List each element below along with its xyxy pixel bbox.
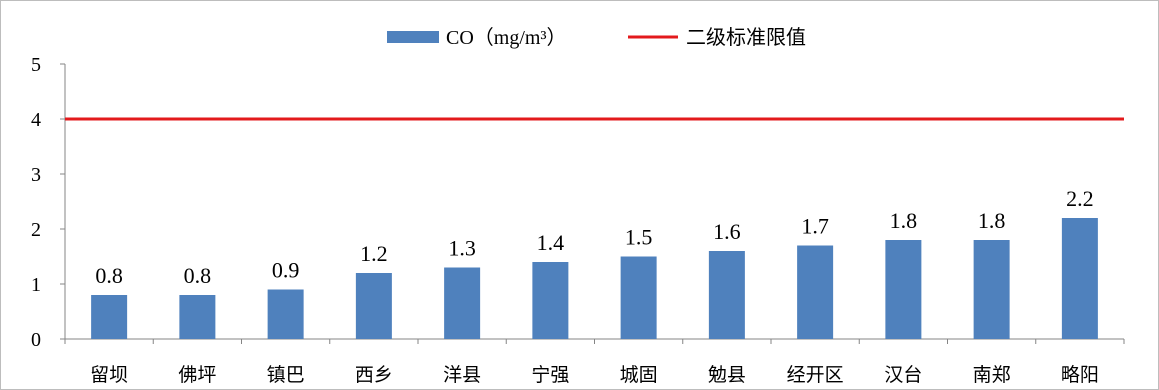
y-tick-label: 1 xyxy=(31,274,41,296)
x-tick-label: 镇巴 xyxy=(267,364,305,386)
x-tick-label: 留坝 xyxy=(90,364,128,386)
y-tick-label: 2 xyxy=(31,219,41,241)
bar xyxy=(267,289,304,339)
y-axis: 0 1 2 3 4 5 xyxy=(31,54,66,351)
data-label: 1.6 xyxy=(713,219,741,244)
x-tick-label: 南郑 xyxy=(973,364,1011,386)
data-label: 1.5 xyxy=(625,225,653,250)
data-label: 0.9 xyxy=(272,258,300,283)
bar xyxy=(708,251,745,339)
bar xyxy=(973,240,1010,339)
y-tick-label: 3 xyxy=(31,164,41,186)
data-label: 1.4 xyxy=(537,230,565,255)
x-tick-label: 汉台 xyxy=(884,364,922,386)
bar xyxy=(532,262,569,339)
legend: CO（mg/m³） 二级标准限值 xyxy=(387,26,806,49)
bar xyxy=(444,267,481,339)
x-tick-label: 西乡 xyxy=(355,364,393,386)
bars xyxy=(91,218,1098,339)
bar xyxy=(91,295,128,339)
y-tick-label: 5 xyxy=(31,54,41,76)
legend-label-co: CO（mg/m³） xyxy=(446,26,566,49)
legend-label-limit: 二级标准限值 xyxy=(686,26,806,49)
data-label: 1.2 xyxy=(360,241,388,266)
data-labels: 0.8 0.8 0.9 1.2 1.3 1.4 1.5 1.6 1.7 1.8 1.8 2.2 xyxy=(95,186,1093,288)
bar xyxy=(1061,218,1098,339)
bar xyxy=(797,245,834,339)
legend-swatch-co xyxy=(387,31,439,43)
data-label: 1.8 xyxy=(978,208,1006,233)
data-label: 0.8 xyxy=(184,263,212,288)
x-tick-label: 勉县 xyxy=(708,364,746,386)
x-tick-label: 经开区 xyxy=(787,364,844,386)
bar xyxy=(179,295,216,339)
x-tick-label: 城固 xyxy=(620,364,658,386)
data-label: 2.2 xyxy=(1066,186,1094,211)
y-tick-label: 4 xyxy=(31,109,41,131)
data-label: 1.8 xyxy=(890,208,918,233)
data-label: 0.8 xyxy=(95,263,123,288)
bar xyxy=(620,256,657,339)
bar xyxy=(355,273,392,339)
x-tick-label: 佛坪 xyxy=(178,364,216,386)
x-tick-label: 宁强 xyxy=(531,364,569,386)
data-label: 1.3 xyxy=(448,236,476,261)
x-tick-label: 洋县 xyxy=(443,364,481,386)
data-label: 1.7 xyxy=(801,214,829,239)
x-axis: 留坝 佛坪 镇巴 西乡 洋县 宁强 城固 勉县 经开区 汉台 南郑 略阳 xyxy=(64,338,1125,386)
y-tick-label: 0 xyxy=(31,329,41,351)
bar xyxy=(885,240,922,339)
x-tick-label: 略阳 xyxy=(1061,364,1099,386)
